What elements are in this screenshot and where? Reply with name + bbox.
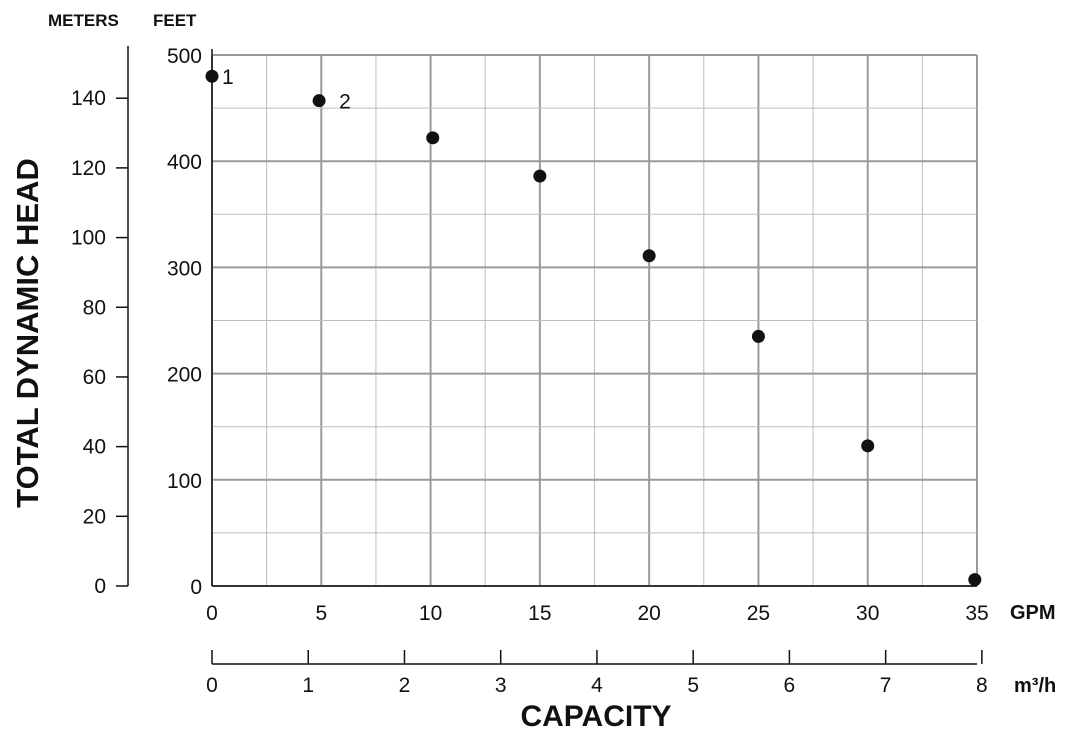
x-tick-label: 25 bbox=[747, 602, 770, 625]
y-tick-label: 400 bbox=[167, 151, 202, 174]
x-tick-label: 35 bbox=[965, 602, 988, 625]
point-annotation: 1 bbox=[222, 66, 234, 89]
meters-tick-label: 40 bbox=[83, 436, 106, 459]
m3h-tick-label: 6 bbox=[784, 674, 796, 697]
meters-tick-label: 20 bbox=[83, 505, 106, 528]
meters-tick-label: 100 bbox=[71, 227, 106, 250]
m3h-tick-label: 8 bbox=[976, 674, 988, 697]
x-tick-label: 30 bbox=[856, 602, 879, 625]
data-point bbox=[205, 69, 219, 83]
x-tick-label: 0 bbox=[206, 602, 218, 625]
m3h-tick-label: 4 bbox=[591, 674, 603, 697]
m3h-tick-label: 1 bbox=[302, 674, 314, 697]
data-point bbox=[968, 573, 982, 587]
meters-tick-label: 0 bbox=[94, 575, 106, 598]
x-axis-title: CAPACITY bbox=[520, 700, 671, 733]
m3h-tick-label: 2 bbox=[399, 674, 411, 697]
point-annotation: 2 bbox=[339, 91, 351, 114]
y-tick-label: 300 bbox=[167, 257, 202, 280]
meters-tick-label: 60 bbox=[83, 366, 106, 389]
x-tick-label: 15 bbox=[528, 602, 551, 625]
data-point bbox=[533, 169, 547, 183]
x-tick-label: 10 bbox=[419, 602, 442, 625]
y-tick-label: 500 bbox=[167, 45, 202, 68]
y-unit-secondary-label: METERS bbox=[48, 11, 119, 30]
x-tick-label: 5 bbox=[315, 602, 327, 625]
meters-tick-label: 120 bbox=[71, 157, 106, 180]
x-unit-secondary-label: m³/h bbox=[1014, 675, 1056, 697]
m3h-tick-label: 0 bbox=[206, 674, 218, 697]
data-point bbox=[751, 329, 765, 343]
y-axis-title: TOTAL DYNAMIC HEAD bbox=[10, 158, 45, 508]
meters-tick-label: 140 bbox=[71, 87, 106, 110]
data-point bbox=[861, 439, 875, 453]
y-unit-primary-label: FEET bbox=[153, 11, 197, 30]
data-point bbox=[312, 94, 326, 108]
meters-tick-label: 80 bbox=[83, 296, 106, 319]
m3h-tick-label: 3 bbox=[495, 674, 507, 697]
x-tick-label: 20 bbox=[637, 602, 660, 625]
data-point bbox=[426, 131, 440, 145]
x-unit-primary-label: GPM bbox=[1010, 602, 1056, 624]
m3h-tick-label: 5 bbox=[687, 674, 699, 697]
y-tick-label: 0 bbox=[190, 576, 202, 599]
grid bbox=[211, 54, 978, 587]
axes bbox=[116, 46, 983, 665]
y-tick-label: 100 bbox=[167, 470, 202, 493]
data-point bbox=[642, 249, 656, 263]
m3h-tick-label: 7 bbox=[880, 674, 892, 697]
y-tick-label: 200 bbox=[167, 364, 202, 387]
data-points bbox=[205, 69, 982, 587]
